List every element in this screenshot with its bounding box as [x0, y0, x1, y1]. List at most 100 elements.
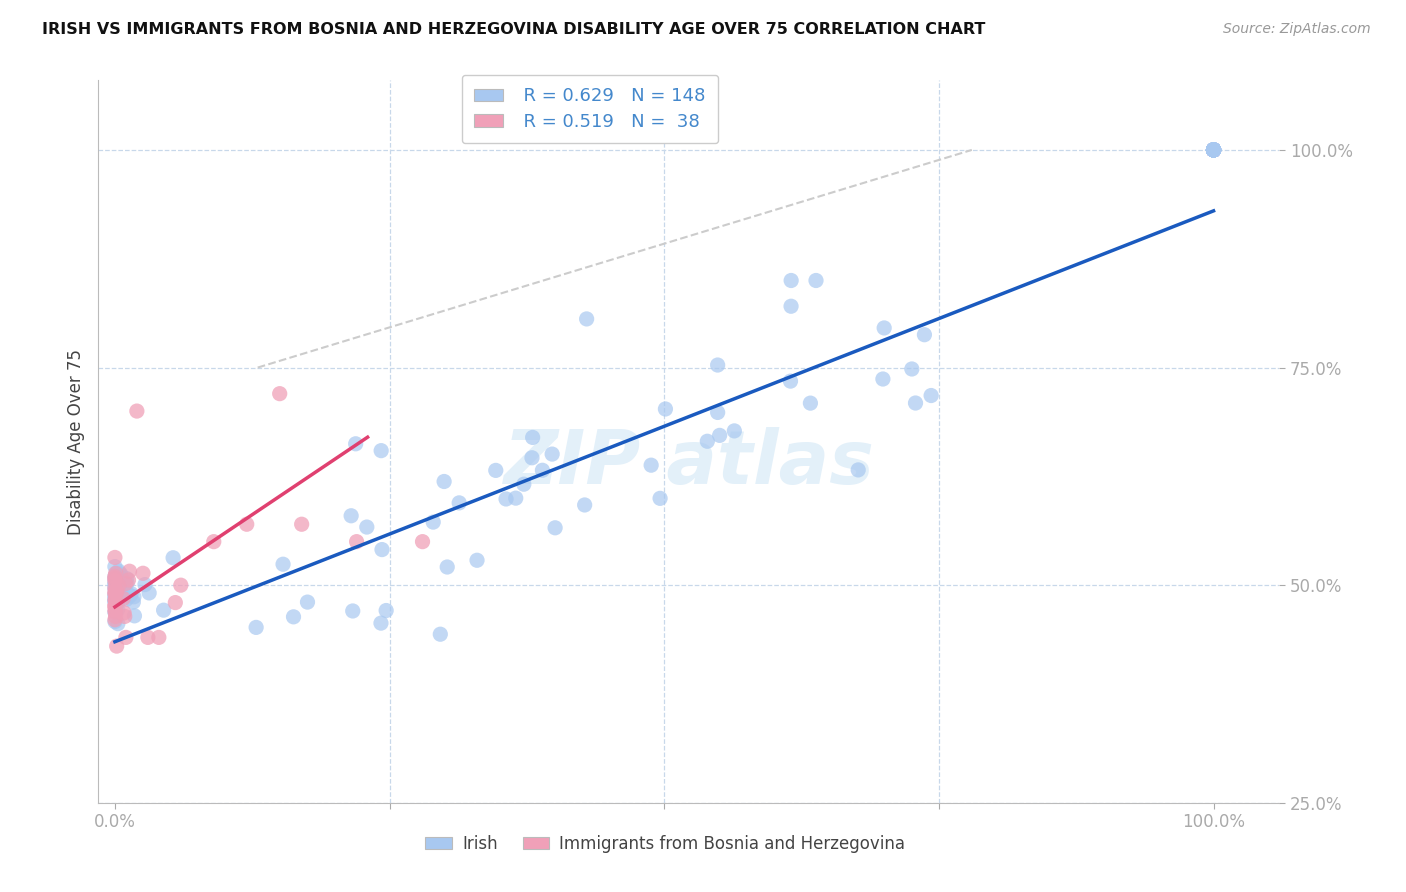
Text: ZIP atlas: ZIP atlas: [503, 426, 875, 500]
Point: [104, 586, 127, 600]
Point: [104, 605, 127, 619]
Point: [104, 584, 127, 599]
Point: [107, 564, 129, 578]
Point: [1202, 143, 1225, 157]
Point: [104, 605, 127, 619]
Point: [118, 564, 141, 578]
Point: [1202, 143, 1225, 157]
Point: [117, 587, 139, 601]
Point: [1202, 143, 1225, 157]
Point: [105, 594, 128, 608]
Point: [485, 463, 508, 477]
Point: [804, 273, 827, 287]
Point: [356, 520, 378, 534]
Point: [346, 534, 368, 549]
Point: [1202, 143, 1225, 157]
Point: [904, 396, 927, 410]
Point: [920, 388, 942, 402]
Point: [107, 588, 129, 602]
Point: [1202, 143, 1225, 157]
Point: [104, 582, 127, 597]
Point: [104, 592, 127, 607]
Point: [104, 577, 127, 591]
Point: [202, 534, 225, 549]
Point: [779, 374, 801, 388]
Point: [648, 491, 671, 506]
Point: [1202, 143, 1225, 157]
Point: [105, 566, 128, 581]
Point: [1202, 143, 1225, 157]
Point: [104, 566, 127, 581]
Point: [449, 496, 471, 510]
Point: [125, 404, 148, 418]
Point: [342, 604, 364, 618]
Point: [114, 609, 136, 624]
Point: [1202, 143, 1225, 157]
Point: [696, 434, 718, 449]
Point: [110, 566, 132, 581]
Point: [912, 327, 935, 342]
Point: [872, 372, 894, 386]
Point: [118, 589, 141, 603]
Point: [640, 458, 662, 473]
Point: [104, 613, 127, 627]
Point: [104, 595, 127, 609]
Point: [120, 586, 142, 600]
Point: [104, 591, 127, 605]
Point: [344, 437, 367, 451]
Point: [104, 581, 127, 595]
Point: [1202, 143, 1225, 157]
Point: [1202, 143, 1225, 157]
Point: [283, 610, 305, 624]
Point: [115, 572, 138, 586]
Point: [105, 584, 128, 599]
Point: [108, 591, 131, 606]
Point: [107, 602, 129, 616]
Point: [531, 463, 554, 477]
Point: [1202, 143, 1225, 157]
Point: [104, 581, 127, 595]
Point: [370, 616, 392, 631]
Point: [110, 568, 132, 582]
Point: [117, 573, 139, 587]
Point: [104, 615, 127, 629]
Point: [269, 386, 291, 401]
Point: [104, 603, 127, 617]
Point: [1202, 143, 1225, 157]
Point: [105, 596, 128, 610]
Point: [1202, 143, 1225, 157]
Point: [124, 608, 146, 623]
Point: [104, 550, 127, 565]
Point: [105, 574, 128, 588]
Point: [375, 603, 398, 617]
Point: [706, 405, 728, 419]
Point: [1202, 143, 1225, 157]
Point: [513, 477, 536, 491]
Point: [136, 631, 159, 645]
Point: [112, 606, 135, 620]
Point: [873, 321, 896, 335]
Point: [297, 595, 319, 609]
Point: [104, 575, 127, 590]
Point: [104, 591, 127, 606]
Point: [1202, 143, 1225, 157]
Point: [1202, 143, 1225, 157]
Point: [104, 599, 127, 613]
Point: [104, 571, 127, 585]
Point: [108, 590, 131, 604]
Point: [541, 447, 564, 461]
Point: [105, 595, 128, 609]
Point: [1202, 143, 1225, 157]
Point: [104, 594, 127, 608]
Point: [104, 590, 127, 604]
Point: [1202, 143, 1225, 157]
Legend: Irish, Immigrants from Bosnia and Herzegovina: Irish, Immigrants from Bosnia and Herzeg…: [419, 828, 912, 860]
Point: [1202, 143, 1225, 157]
Point: [1202, 143, 1225, 157]
Point: [105, 586, 128, 600]
Point: [520, 450, 543, 465]
Point: [1202, 143, 1225, 157]
Point: [371, 542, 394, 557]
Point: [108, 591, 131, 605]
Point: [104, 577, 127, 591]
